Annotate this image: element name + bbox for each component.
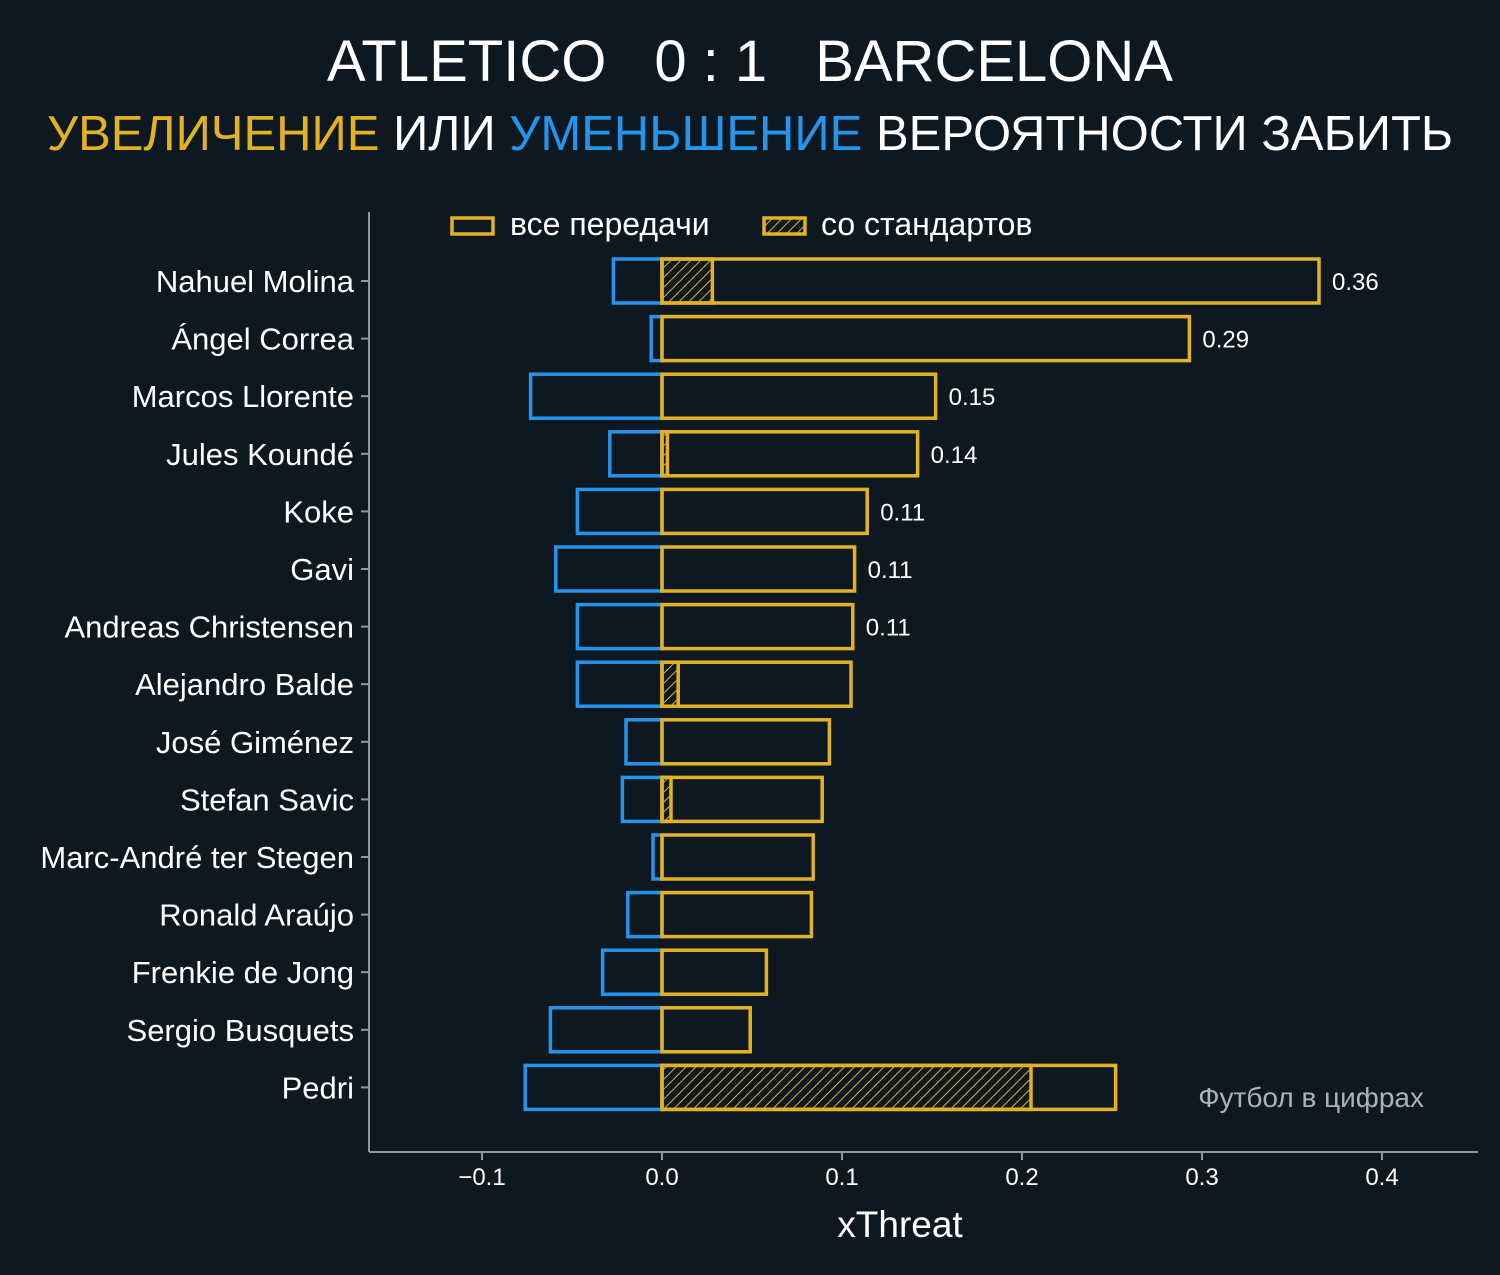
chart-subtitle: УВЕЛИЧЕНИЕ ИЛИ УМЕНЬШЕНИЕ ВЕРОЯТНОСТИ ЗА… [0,106,1500,162]
player-label: Jules Koundé [166,437,354,472]
x-tick-label: 0.0 [645,1164,678,1191]
positive-bar [660,1006,752,1054]
positive-bar [660,948,769,996]
negative-bar [575,660,664,708]
legend: все передачи со стандартов [450,206,1032,242]
player-label: Nahuel Molina [156,264,355,299]
set-piece-bar [660,1063,1033,1112]
positive-bar [660,833,815,881]
positive-bar [660,775,824,824]
negative-bar [554,545,664,593]
legend-swatch-set-pieces [762,216,807,236]
value-label: 0.15 [949,384,996,411]
positive-bar [660,890,814,939]
negative-bar [608,430,664,478]
player-label: Frenkie de Jong [132,955,354,990]
subtitle-or: ИЛИ [393,107,496,161]
negative-bar [523,1063,664,1112]
subtitle-increase: УВЕЛИЧЕНИЕ [46,107,380,161]
legend-label-set-pieces: со стандартов [821,206,1032,242]
negative-bar [575,487,664,536]
positive-bar [660,660,853,708]
positive-bar [660,545,857,593]
away-team: BARCELONA [815,29,1173,94]
negative-bar [624,718,664,766]
player-label: Koke [283,494,354,529]
positive-bar [660,602,855,651]
legend-label-all-passes: все передачи [510,206,710,242]
player-label: Alejandro Balde [135,667,354,702]
negative-bar [575,602,664,651]
positive-bar [660,314,1192,363]
bars: 0.36 0.29 0.15 0.14 0.11 0.11 0.11 [523,257,1379,1112]
match-title: ATLETICO 0 : 1 BARCELONA [0,28,1500,95]
positive-bar [660,487,869,536]
set-piece-bar [660,257,715,305]
watermark: Футбол в цифрах [1198,1082,1424,1113]
value-label: 0.11 [868,557,913,584]
value-label: 0.11 [866,615,911,642]
x-tick-label: 0.3 [1185,1164,1218,1191]
value-label: 0.14 [931,442,978,469]
negative-bar [548,1006,664,1054]
positive-bar [660,1063,1118,1112]
player-label: Ángel Correa [171,322,354,357]
player-label: Gavi [290,552,354,587]
x-tick-label: −0.1 [458,1164,505,1191]
value-label: 0.11 [880,499,925,526]
player-label: Marcos Llorente [132,379,354,414]
negative-bar [600,948,664,996]
player-label: Pedri [282,1070,354,1105]
x-tick-label: 0.2 [1005,1164,1038,1191]
negative-bar [528,372,664,420]
player-label: Andreas Christensen [65,610,355,645]
x-axis-label: xThreat [837,1204,963,1245]
value-label: 0.29 [1202,327,1249,354]
negative-bar [620,775,664,824]
player-label: José Giménez [156,725,354,760]
axes: −0.1 0.0 0.1 0.2 0.3 0.4 Nahuel Molina Ángel Co… [40,212,1478,1191]
legend-swatch-all-passes [450,216,495,236]
negative-bar [626,890,664,939]
positive-bar [660,718,832,766]
player-label: Sergio Busquets [127,1013,354,1048]
subtitle-rest: ВЕРОЯТНОСТИ ЗАБИТЬ [875,107,1454,161]
positive-bar [660,257,1321,305]
negative-bar [611,257,664,305]
value-label: 0.36 [1332,269,1379,296]
set-piece-bar [660,660,680,708]
player-label: Stefan Savic [180,782,354,817]
player-label: Ronald Araújo [159,898,354,933]
home-team: ATLETICO [327,29,607,94]
positive-bar [660,430,920,478]
subtitle-decrease: УМЕНЬШЕНИЕ [509,107,863,161]
x-tick-label: 0.4 [1365,1164,1398,1191]
x-tick-label: 0.1 [825,1164,858,1191]
score: 0 : 1 [654,29,768,94]
player-label: Marc-André ter Stegen [40,840,354,875]
positive-bar [660,372,938,420]
